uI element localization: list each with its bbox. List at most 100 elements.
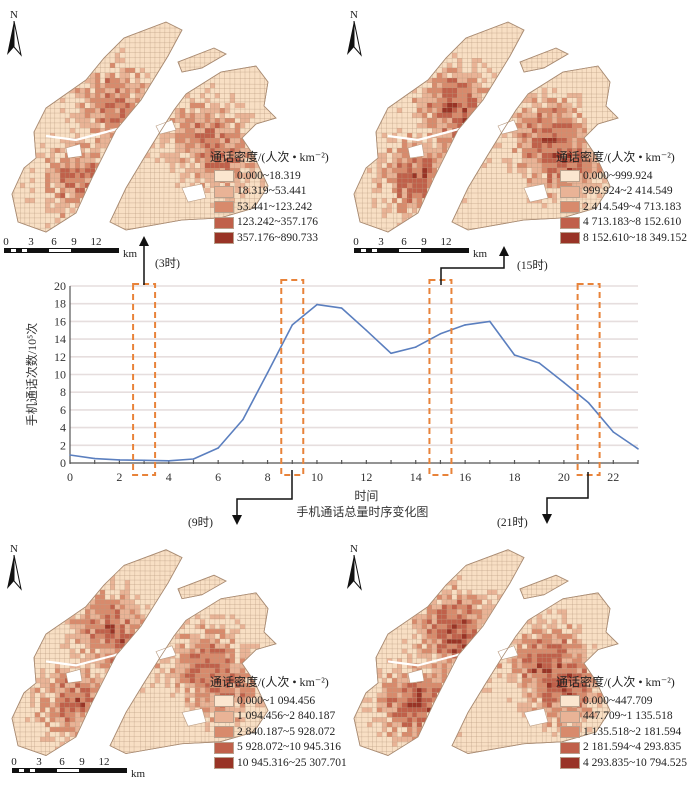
density-cell (105, 624, 110, 630)
density-cell (110, 123, 115, 128)
lake (181, 183, 207, 203)
density-cell (245, 153, 250, 158)
density-cell (205, 663, 210, 669)
density-cell (562, 619, 567, 625)
density-cell (40, 143, 45, 148)
density-cell (477, 624, 482, 630)
density-cell (587, 707, 592, 713)
data-point (563, 381, 565, 384)
density-cell (457, 643, 462, 649)
density-cell (210, 158, 215, 163)
density-cell (382, 213, 387, 218)
density-cell (55, 687, 60, 693)
density-cell (225, 707, 230, 713)
density-cell (200, 108, 205, 113)
map-panel-15h: N 通话密度/(人次 • km⁻²) 0.000~999.924 999.924… (347, 0, 700, 270)
density-cell (402, 188, 407, 193)
density-cell (135, 73, 140, 78)
density-cell (572, 663, 577, 669)
density-cell (567, 658, 572, 664)
density-cell (190, 118, 195, 123)
density-cell (100, 108, 105, 113)
density-cell (407, 683, 412, 688)
density-cell (457, 58, 462, 63)
density-cell (452, 88, 457, 93)
density-cell (60, 741, 65, 747)
density-cell (110, 580, 115, 585)
density-cell (427, 653, 432, 659)
density-cell (240, 113, 245, 118)
density-cell (522, 173, 527, 178)
density-cell (437, 133, 442, 138)
density-cell (537, 634, 542, 639)
density-cell (200, 673, 205, 679)
density-cell (547, 663, 552, 669)
density-cell (240, 673, 245, 679)
density-cell (447, 93, 452, 98)
density-cell (392, 727, 397, 732)
density-cell (432, 88, 437, 93)
density-cell (557, 702, 562, 708)
density-cell (597, 702, 602, 708)
density-cell (180, 653, 185, 659)
density-cell (250, 687, 255, 693)
density-cell (60, 208, 65, 213)
density-cell (225, 658, 230, 664)
density-cell (432, 648, 437, 654)
density-cell (472, 594, 477, 600)
density-cell (547, 702, 552, 708)
density-cell (185, 678, 190, 683)
density-cell (412, 697, 417, 703)
density-cell (527, 638, 532, 644)
density-cell (542, 643, 547, 649)
density-cell (190, 658, 195, 664)
density-cell (35, 687, 40, 693)
density-cell (562, 128, 567, 133)
density-cell (562, 643, 567, 649)
density-cell (40, 153, 45, 158)
density-cell (85, 687, 90, 693)
density-cell (582, 683, 587, 688)
density-cell (185, 168, 190, 173)
density-cell (225, 108, 230, 113)
density-cell (65, 722, 70, 728)
density-cell (205, 668, 210, 674)
density-cell (65, 143, 70, 148)
density-cell (532, 673, 537, 679)
density-cell (200, 133, 205, 138)
density-cell (90, 173, 95, 178)
density-cell (240, 653, 245, 659)
density-cell (437, 143, 442, 148)
density-cell (95, 638, 100, 644)
density-cell (200, 123, 205, 128)
density-cell (467, 88, 472, 93)
density-cell (120, 98, 125, 103)
density-cell (542, 98, 547, 103)
density-cell (417, 727, 422, 732)
density-cell (180, 648, 185, 654)
density-cell (552, 707, 557, 713)
density-cell (165, 673, 170, 679)
density-cell (205, 648, 210, 654)
scale-bar: 0 3 6 9 12 km (3, 236, 138, 260)
density-cell (220, 678, 225, 683)
density-cell (215, 673, 220, 679)
density-cell (487, 687, 492, 693)
density-cell (85, 123, 90, 128)
density-cell (220, 158, 225, 163)
density-cell (487, 678, 492, 683)
density-cell (397, 158, 402, 163)
density-cell (547, 673, 552, 679)
density-cell (467, 98, 472, 103)
density-cell (582, 692, 587, 698)
density-cell (572, 158, 577, 163)
density-cell (75, 173, 80, 178)
density-cell (195, 687, 200, 693)
density-cell (572, 163, 577, 168)
density-cell (557, 722, 562, 728)
density-cell (437, 619, 442, 625)
density-cell (467, 93, 472, 98)
density-cell (260, 183, 265, 188)
density-cell (245, 173, 250, 178)
density-cell (105, 614, 110, 620)
